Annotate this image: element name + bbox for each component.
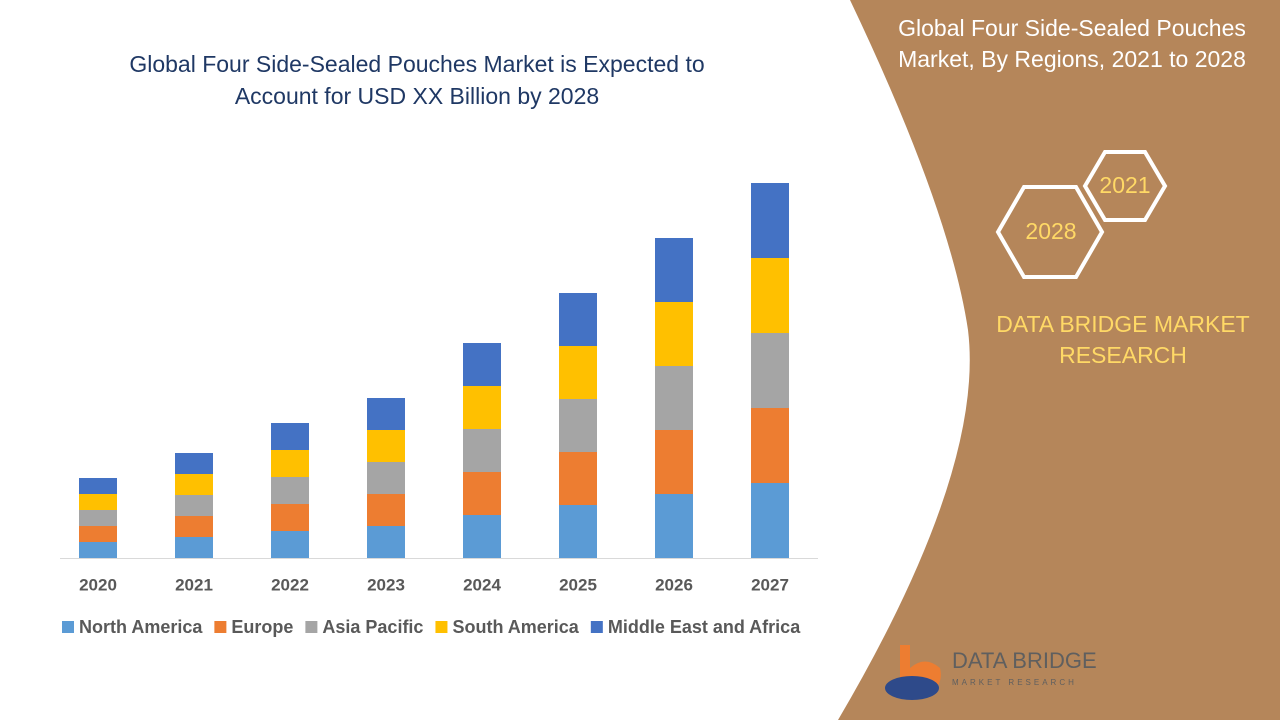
bar-segment	[463, 386, 501, 429]
bar-segment	[79, 526, 117, 542]
legend-swatch	[214, 621, 227, 633]
x-tick-label: 2023	[367, 575, 405, 594]
x-tick-label: 2025	[559, 575, 597, 594]
hexagon	[995, 185, 1105, 279]
bar-segment	[175, 474, 213, 495]
bar-segment	[79, 510, 117, 526]
bar-segment	[367, 462, 405, 494]
legend-label: Europe	[231, 617, 293, 637]
x-tick-label: 2024	[463, 575, 501, 594]
legend-label: South America	[452, 617, 579, 637]
legend-swatch	[305, 621, 318, 633]
legend-label: North America	[79, 617, 203, 637]
logo-name: DATA BRIDGE	[952, 648, 1097, 673]
bar-segment	[271, 504, 309, 531]
bar-segment	[463, 429, 501, 472]
bar-segment	[367, 430, 405, 462]
bar-segment	[751, 333, 789, 408]
bar-segment	[559, 452, 597, 505]
brand-text: DATA BRIDGE MARKET	[996, 311, 1249, 337]
bar-segment	[751, 408, 789, 483]
bar-segment	[175, 516, 213, 537]
x-tick-label: 2022	[271, 575, 309, 594]
bar-segment	[79, 494, 117, 510]
hexagon-label: 2021	[1099, 172, 1150, 198]
legend-swatch	[62, 621, 74, 633]
logo: DATA BRIDGE MARKET RESEARCH	[885, 645, 1097, 700]
hexagon	[1082, 150, 1168, 222]
bar-segment	[655, 494, 693, 558]
bar-segment	[175, 495, 213, 516]
bar-segment	[367, 526, 405, 558]
panel-title: Market, By Regions, 2021 to 2028	[898, 46, 1246, 72]
bar-segment	[655, 430, 693, 494]
x-tick-label: 2027	[751, 575, 789, 594]
bar-segment	[751, 483, 789, 558]
bar-segment	[367, 494, 405, 526]
bar-segment	[655, 366, 693, 430]
bar-segment	[175, 453, 213, 474]
bar-segment	[175, 537, 213, 558]
panel-title: Global Four Side-Sealed Pouches	[898, 15, 1246, 41]
chart-title: Global Four Side-Sealed Pouches Market i…	[129, 51, 704, 77]
legend-swatch	[590, 621, 603, 633]
bar-segment	[751, 183, 789, 258]
x-tick-label: 2021	[175, 575, 213, 594]
bar-segment	[655, 238, 693, 302]
bar-segment	[271, 477, 309, 504]
bar-segment	[559, 346, 597, 399]
logo-tagline: MARKET RESEARCH	[952, 678, 1077, 687]
bar-segment	[751, 258, 789, 333]
bar-segment	[271, 531, 309, 558]
hexagon-label: 2028	[1025, 218, 1076, 244]
x-tick-label: 2026	[655, 575, 693, 594]
bar-segment	[79, 542, 117, 558]
side-panel	[838, 0, 1280, 720]
brand-text: RESEARCH	[1059, 342, 1187, 368]
bar-segment	[463, 472, 501, 515]
bar-segment	[559, 399, 597, 452]
chart-title: Account for USD XX Billion by 2028	[235, 83, 599, 109]
x-tick-label: 2020	[79, 575, 117, 594]
bar-segment	[271, 450, 309, 477]
logo-mark	[885, 676, 939, 700]
bar-segment	[79, 478, 117, 494]
bar-segment	[655, 302, 693, 366]
bar-segment	[559, 293, 597, 346]
bar-segment	[463, 343, 501, 386]
bar-segment	[271, 423, 309, 450]
legend-label: Asia Pacific	[322, 617, 423, 637]
bar-segment	[367, 398, 405, 430]
bar-segment	[559, 505, 597, 558]
legend-label: Middle East and Africa	[608, 617, 801, 637]
legend-swatch	[435, 621, 448, 633]
bar-segment	[463, 515, 501, 558]
